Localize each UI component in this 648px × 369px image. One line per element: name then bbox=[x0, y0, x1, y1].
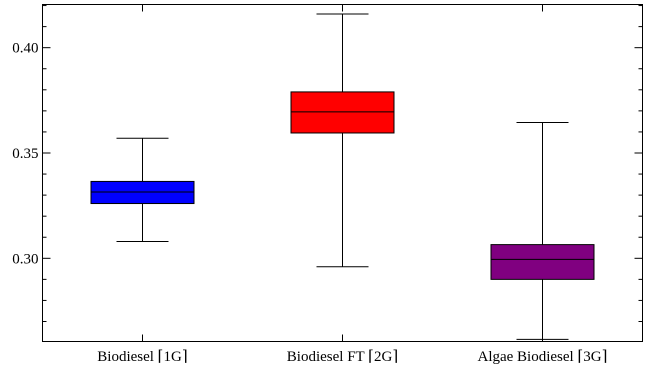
y-tick-label: 0.35 bbox=[12, 146, 38, 162]
x-category-label: Biodiesel FT ⌈2G⌉ bbox=[287, 349, 398, 365]
box-iqr bbox=[290, 91, 395, 134]
x-category-label: Algae Biodiesel ⌈3G⌉ bbox=[477, 349, 607, 365]
x-category-label: Biodiesel ⌈1G⌉ bbox=[97, 349, 187, 365]
box-iqr bbox=[490, 244, 595, 280]
box-iqr bbox=[90, 180, 195, 205]
y-tick-label: 0.30 bbox=[12, 251, 38, 267]
y-tick-label: 0.40 bbox=[12, 41, 38, 57]
